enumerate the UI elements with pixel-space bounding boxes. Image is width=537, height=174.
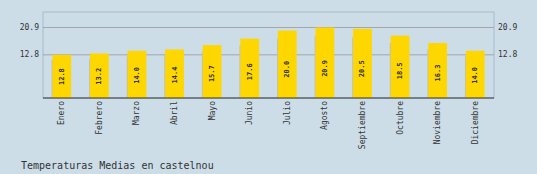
bar (128, 51, 147, 98)
x-tick-label: Enero (57, 101, 66, 125)
data-label: 20.5 (358, 60, 366, 77)
bar (240, 39, 259, 98)
bar (315, 28, 334, 98)
bar (90, 53, 109, 98)
x-tick-label: Octubre (396, 101, 405, 135)
x-tick-label: Julio (283, 101, 292, 125)
x-tick-label: Mayo (208, 101, 217, 120)
data-label: 20.0 (283, 61, 291, 78)
bar (165, 49, 184, 98)
y2-tick-label: 20.9 (498, 23, 517, 32)
y-tick-label: 20.9 (20, 23, 39, 32)
data-label: 13.2 (95, 68, 103, 85)
data-label: 18.5 (396, 62, 404, 79)
bar (203, 45, 222, 98)
data-label: 14.0 (471, 67, 479, 84)
bar (466, 51, 485, 98)
grid-line (43, 54, 494, 55)
data-label: 14.4 (171, 67, 179, 84)
bar (353, 29, 372, 98)
data-label: 17.6 (246, 63, 254, 80)
grid-line (43, 27, 494, 28)
bars (52, 28, 485, 98)
bar (278, 31, 297, 98)
title: Temperaturas Medias en castelnou (21, 160, 214, 171)
data-label: 20.9 (321, 60, 329, 77)
y-tick-label: 12.8 (20, 50, 39, 59)
plot-frame (43, 12, 494, 98)
data-label: 16.3 (434, 65, 442, 82)
baseline (43, 97, 494, 98)
x-tick-label: Diciembre (471, 101, 480, 145)
y2-tick-label: 12.8 (498, 50, 517, 59)
data-label: 14.0 (133, 67, 141, 84)
bar (428, 43, 447, 98)
x-tick-label: Agosto (320, 101, 329, 130)
x-tick-label: Septiembre (358, 101, 367, 149)
bar (391, 36, 410, 98)
data-label: 12.8 (58, 68, 66, 85)
x-tick-label: Abril (170, 101, 179, 125)
bar (52, 55, 71, 98)
x-tick-label: Febrero (95, 101, 104, 135)
x-tick-label: Noviembre (433, 101, 442, 145)
chart: 12.8 13.2 14.0 14.4 15.7 17.6 20.0 20.9 20.5 18.5… (0, 0, 537, 174)
data-label: 15.7 (208, 65, 216, 82)
x-tick-label: Junio (245, 101, 254, 125)
x-tick-label: Marzo (132, 101, 141, 125)
